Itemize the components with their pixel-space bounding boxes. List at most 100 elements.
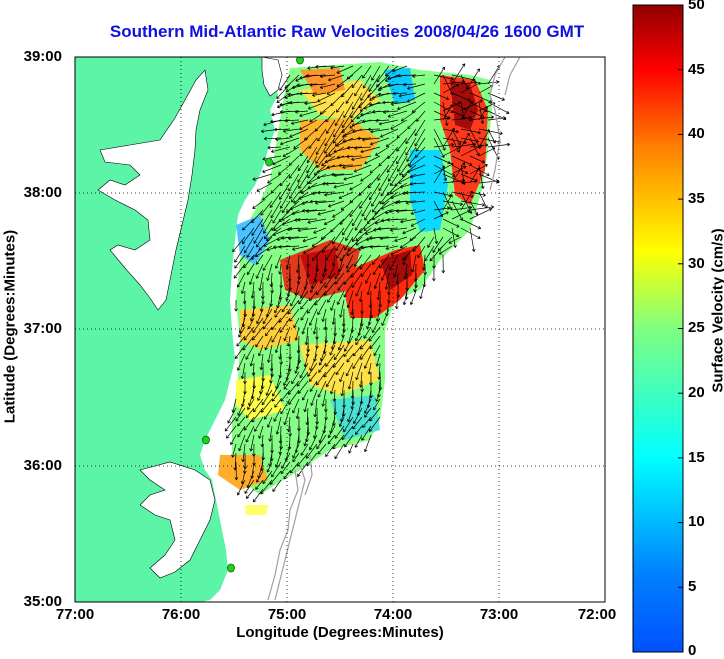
velocity-arrow — [290, 290, 300, 307]
velocity-arrow — [244, 479, 255, 494]
velocity-arrow — [406, 164, 426, 174]
velocity-arrow — [343, 335, 354, 352]
velocity-arrow — [283, 407, 291, 426]
pamlico-sound — [139, 461, 216, 579]
velocity-arrow — [285, 254, 291, 270]
velocity-arrow — [326, 119, 336, 134]
velocity-arrow — [283, 371, 291, 386]
velocity-arrow — [349, 182, 363, 191]
velocity-arrow — [247, 398, 255, 411]
velocity-arrow — [252, 488, 264, 503]
velocity-arrow — [487, 101, 510, 114]
velocity-arrow — [451, 92, 471, 102]
velocity-arrow — [407, 119, 417, 130]
velocity-arrow — [337, 335, 345, 351]
velocity-arrow — [269, 191, 282, 208]
velocity-arrow — [294, 362, 300, 374]
velocity-arrow — [309, 353, 318, 371]
velocity-arrow — [379, 236, 399, 241]
velocity-arrow — [267, 344, 273, 363]
velocity-arrow — [293, 191, 309, 204]
velocity-arrow — [325, 353, 336, 367]
velocity-arrow — [338, 163, 354, 168]
velocity-arrow — [301, 317, 309, 335]
velocity-arrow — [399, 164, 408, 176]
velocity-arrow — [375, 389, 381, 402]
velocity-arrow — [409, 173, 426, 179]
velocity-arrow — [363, 326, 372, 339]
velocity-arrow — [316, 434, 327, 450]
velocity-arrow — [299, 110, 318, 118]
velocity-arrow — [256, 470, 264, 483]
velocity-arrow — [386, 218, 408, 222]
colorbar-label: Surface Velocity (cm/s) — [709, 228, 724, 393]
velocity-arrow — [334, 272, 345, 285]
velocity-arrow — [241, 227, 255, 245]
colorbar-tick-label: 0 — [688, 642, 697, 659]
velocity-arrow — [355, 425, 363, 435]
velocity-arrow — [340, 200, 354, 211]
velocity-arrow — [252, 317, 264, 334]
velocity-arrow — [249, 434, 255, 452]
velocity-arrow — [400, 218, 417, 224]
velocity-arrow — [345, 362, 354, 377]
velocity-arrow — [349, 200, 363, 218]
velocity-arrow — [236, 272, 246, 288]
velocity-arrow — [256, 182, 273, 192]
velocity-arrow — [315, 137, 327, 155]
velocity-arrow — [308, 137, 318, 149]
velocity-arrow — [237, 416, 246, 427]
velocity-arrow — [318, 362, 327, 373]
velocity-arrow — [255, 479, 264, 490]
velocity-arrow — [230, 434, 237, 446]
velocity-arrow — [241, 443, 246, 463]
velocity-arrow — [237, 398, 246, 416]
velocity-arrow — [259, 353, 264, 371]
velocity-arrow — [280, 461, 291, 475]
velocity-arrow — [442, 191, 453, 211]
y-tick-label: 36:00 — [23, 457, 62, 474]
colorbar-tick-label: 20 — [688, 384, 705, 401]
velocity-arrow — [354, 434, 363, 448]
velocity-arrow — [297, 155, 309, 172]
velocity-arrow — [292, 452, 300, 463]
velocity-arrow — [448, 236, 462, 244]
velocity-arrow — [271, 326, 282, 343]
velocity-arrow — [331, 227, 345, 245]
velocity-arrow — [232, 236, 246, 253]
velocity-arrow — [262, 254, 273, 271]
velocity-arrow — [325, 182, 345, 186]
velocity-arrow — [415, 137, 426, 152]
velocity-arrow — [478, 105, 488, 121]
velocity-arrow — [279, 191, 291, 209]
velocity-arrow — [306, 74, 327, 78]
velocity-arrow — [355, 362, 363, 381]
y-tick-label: 39:00 — [23, 48, 62, 65]
velocity-arrow — [334, 425, 345, 439]
velocity-arrow — [359, 191, 372, 209]
x-tick-label: 74:00 — [373, 606, 413, 623]
velocity-arrow — [336, 290, 345, 305]
velocity-arrow — [270, 200, 282, 219]
velocity-arrow — [305, 209, 327, 214]
velocity-arrow — [351, 92, 363, 110]
velocity-arrow — [279, 317, 291, 333]
y-axis-label: Latitude (Degrees:Minutes) — [1, 229, 19, 424]
velocity-arrow — [341, 110, 354, 129]
velocity-arrow — [234, 461, 239, 481]
velocity-arrow — [333, 182, 354, 189]
velocity-arrow — [294, 326, 300, 341]
velocity-arrow — [433, 66, 445, 85]
velocity-arrow — [301, 389, 309, 401]
velocity-arrow — [346, 245, 363, 257]
velocity-arrow — [292, 398, 300, 414]
velocity-arrow — [354, 146, 372, 150]
velocity-arrow — [237, 425, 246, 438]
velocity-arrow — [296, 83, 318, 88]
velocity-arrow — [312, 317, 318, 335]
velocity-arrow — [369, 236, 390, 240]
velocity-arrow — [343, 272, 354, 285]
velocity-arrow — [371, 254, 381, 265]
velocity-arrow — [267, 145, 282, 150]
velocity-arrow — [362, 119, 381, 124]
